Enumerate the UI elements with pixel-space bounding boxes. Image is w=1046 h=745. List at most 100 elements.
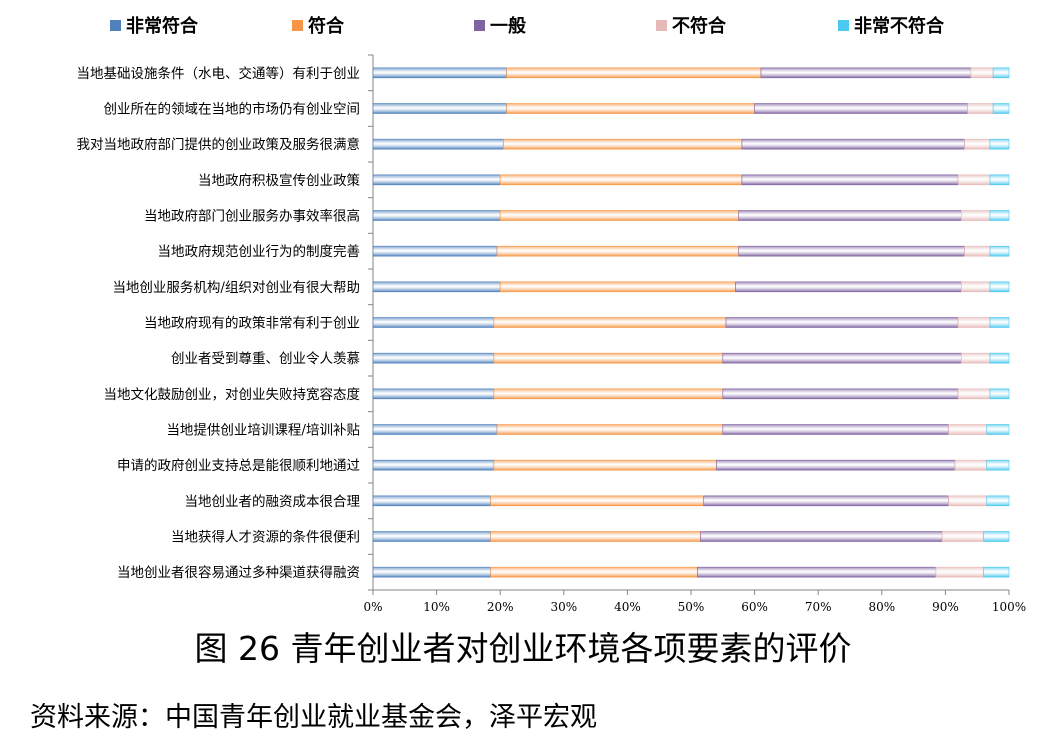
bar-segment-5 <box>992 67 1010 79</box>
bar-segment-1 <box>372 103 507 114</box>
category-label: 当地基础设施条件（水电、交通等）有利于创业 <box>77 65 361 82</box>
bar-segment-5 <box>983 531 1010 542</box>
bar-segment-3 <box>716 459 956 471</box>
category-label: 当地提供创业培训课程/培训补贴 <box>166 423 360 439</box>
legend-label: 符合 <box>308 16 344 37</box>
x-tick-label: 0% <box>363 600 382 614</box>
bar-segment-2 <box>493 317 727 328</box>
bar-segment-5 <box>989 210 1010 221</box>
bar-segment-2 <box>490 531 701 542</box>
bar-segment-4 <box>960 352 991 364</box>
category-label: 我对当地政府部门提供的创业政策及服务很满意 <box>77 136 361 153</box>
bar-segment-3 <box>738 210 962 221</box>
bar-segment-1 <box>372 566 491 578</box>
bar-segment-2 <box>490 566 698 578</box>
bar-segment-3 <box>741 174 959 186</box>
bar-segment-3 <box>722 352 962 364</box>
category-label: 当地政府现有的政策非常有利于创业 <box>144 315 360 332</box>
bar-segment-5 <box>989 352 1010 364</box>
category-label: 当地创业者的融资成本很合理 <box>185 494 361 510</box>
bar-segment-4 <box>970 67 994 79</box>
bar-segment-5 <box>986 424 1010 435</box>
stacked-bar-chart: 0% 10% 20% 30% 40% 50% 60% 70% 80% 90% 100% 当地基础设施条… <box>77 54 1026 614</box>
bar-segment-3 <box>700 531 943 542</box>
bar-segment-4 <box>957 388 991 400</box>
bar-segment-2 <box>496 245 739 257</box>
bar-segment-3 <box>741 138 965 150</box>
category-label: 当地政府规范创业行为的制度完善 <box>158 244 361 260</box>
bar-segment-3 <box>760 67 972 79</box>
bar-segment-1 <box>372 67 507 79</box>
bar-segment-2 <box>499 281 736 293</box>
bar-segment-1 <box>372 174 501 186</box>
chart-legend: 非常符合 符合 一般 不符合 非常不符合 <box>110 12 1020 38</box>
bar-segment-5 <box>989 388 1010 400</box>
bar-segment-1 <box>372 245 498 257</box>
bar-segment-4 <box>954 459 988 471</box>
x-tick-label: 90% <box>932 600 959 614</box>
bar-segment-4 <box>964 245 991 257</box>
bar-segment-3 <box>738 245 965 257</box>
bar-segment-1 <box>372 281 501 293</box>
category-label: 当地创业者很容易通过多种渠道获得融资 <box>117 564 360 581</box>
bar-segment-4 <box>960 210 991 221</box>
legend-swatch <box>838 19 849 31</box>
x-tick-label: 20% <box>487 600 514 614</box>
legend-item: 非常符合 <box>110 12 292 38</box>
bar-segment-2 <box>499 174 743 186</box>
bar-segment-5 <box>989 174 1010 186</box>
category-label: 申请的政府创业支持总是能很顺利地通过 <box>117 458 360 474</box>
legend-item: 符合 <box>292 12 474 38</box>
bar-segment-1 <box>372 317 495 328</box>
bar-segment-3 <box>722 388 959 400</box>
legend-label: 一般 <box>490 16 526 37</box>
bar-segment-1 <box>372 459 495 471</box>
bar-segment-2 <box>493 388 724 400</box>
bar-segment-2 <box>506 67 762 79</box>
bar-segment-4 <box>957 174 991 186</box>
category-label: 创业所在的领域在当地的市场仍有创业空间 <box>104 101 361 118</box>
category-label: 创业者受到尊重、创业令人羡慕 <box>171 350 360 367</box>
legend-swatch <box>110 19 121 31</box>
x-tick-label: 80% <box>868 600 895 614</box>
bar-segment-1 <box>372 138 504 150</box>
category-label: 当地创业服务机构/组织对创业有很大帮助 <box>112 280 360 296</box>
bar-segment-1 <box>372 352 495 364</box>
bar-segment-3 <box>697 566 937 578</box>
legend-swatch <box>656 19 667 31</box>
bar-segment-4 <box>964 138 991 150</box>
x-tick-label: 100% <box>992 600 1026 614</box>
bar-segment-5 <box>983 566 1010 578</box>
bar-segment-4 <box>935 566 984 578</box>
bar-segment-5 <box>986 459 1010 471</box>
bar-segment-3 <box>722 424 949 435</box>
legend-label: 不符合 <box>672 16 726 37</box>
bar-segment-4 <box>948 424 988 435</box>
bar-segment-1 <box>372 210 501 221</box>
x-tick-label: 40% <box>614 600 641 614</box>
bar-segment-3 <box>703 495 949 507</box>
legend-label: 非常不符合 <box>854 16 944 37</box>
bar-segment-5 <box>989 245 1010 257</box>
bar-segment-4 <box>967 103 994 114</box>
bar-segment-4 <box>948 495 988 507</box>
category-label: 当地政府积极宣传创业政策 <box>198 172 360 189</box>
legend-item: 非常不符合 <box>838 12 1020 38</box>
bar-segment-4 <box>941 531 984 542</box>
legend-swatch <box>292 19 303 31</box>
bar-segment-5 <box>989 317 1010 328</box>
category-label: 当地政府部门创业服务办事效率很高 <box>144 208 360 225</box>
bar-segment-3 <box>725 317 959 328</box>
bar-segment-2 <box>493 352 724 364</box>
bar-segment-2 <box>493 459 717 471</box>
bar-segment-1 <box>372 531 491 542</box>
bar-segment-2 <box>499 210 740 221</box>
bar-segment-3 <box>735 281 962 293</box>
x-tick-label: 10% <box>423 600 450 614</box>
legend-label: 非常符合 <box>126 16 198 37</box>
bar-segment-2 <box>496 424 724 435</box>
category-label: 当地获得人才资源的条件很便利 <box>171 529 360 546</box>
figure-caption: 图 26 青年创业者对创业环境各项要素的评价 <box>194 629 852 668</box>
x-tick-label: 30% <box>550 600 577 614</box>
legend-item: 不符合 <box>656 12 838 38</box>
